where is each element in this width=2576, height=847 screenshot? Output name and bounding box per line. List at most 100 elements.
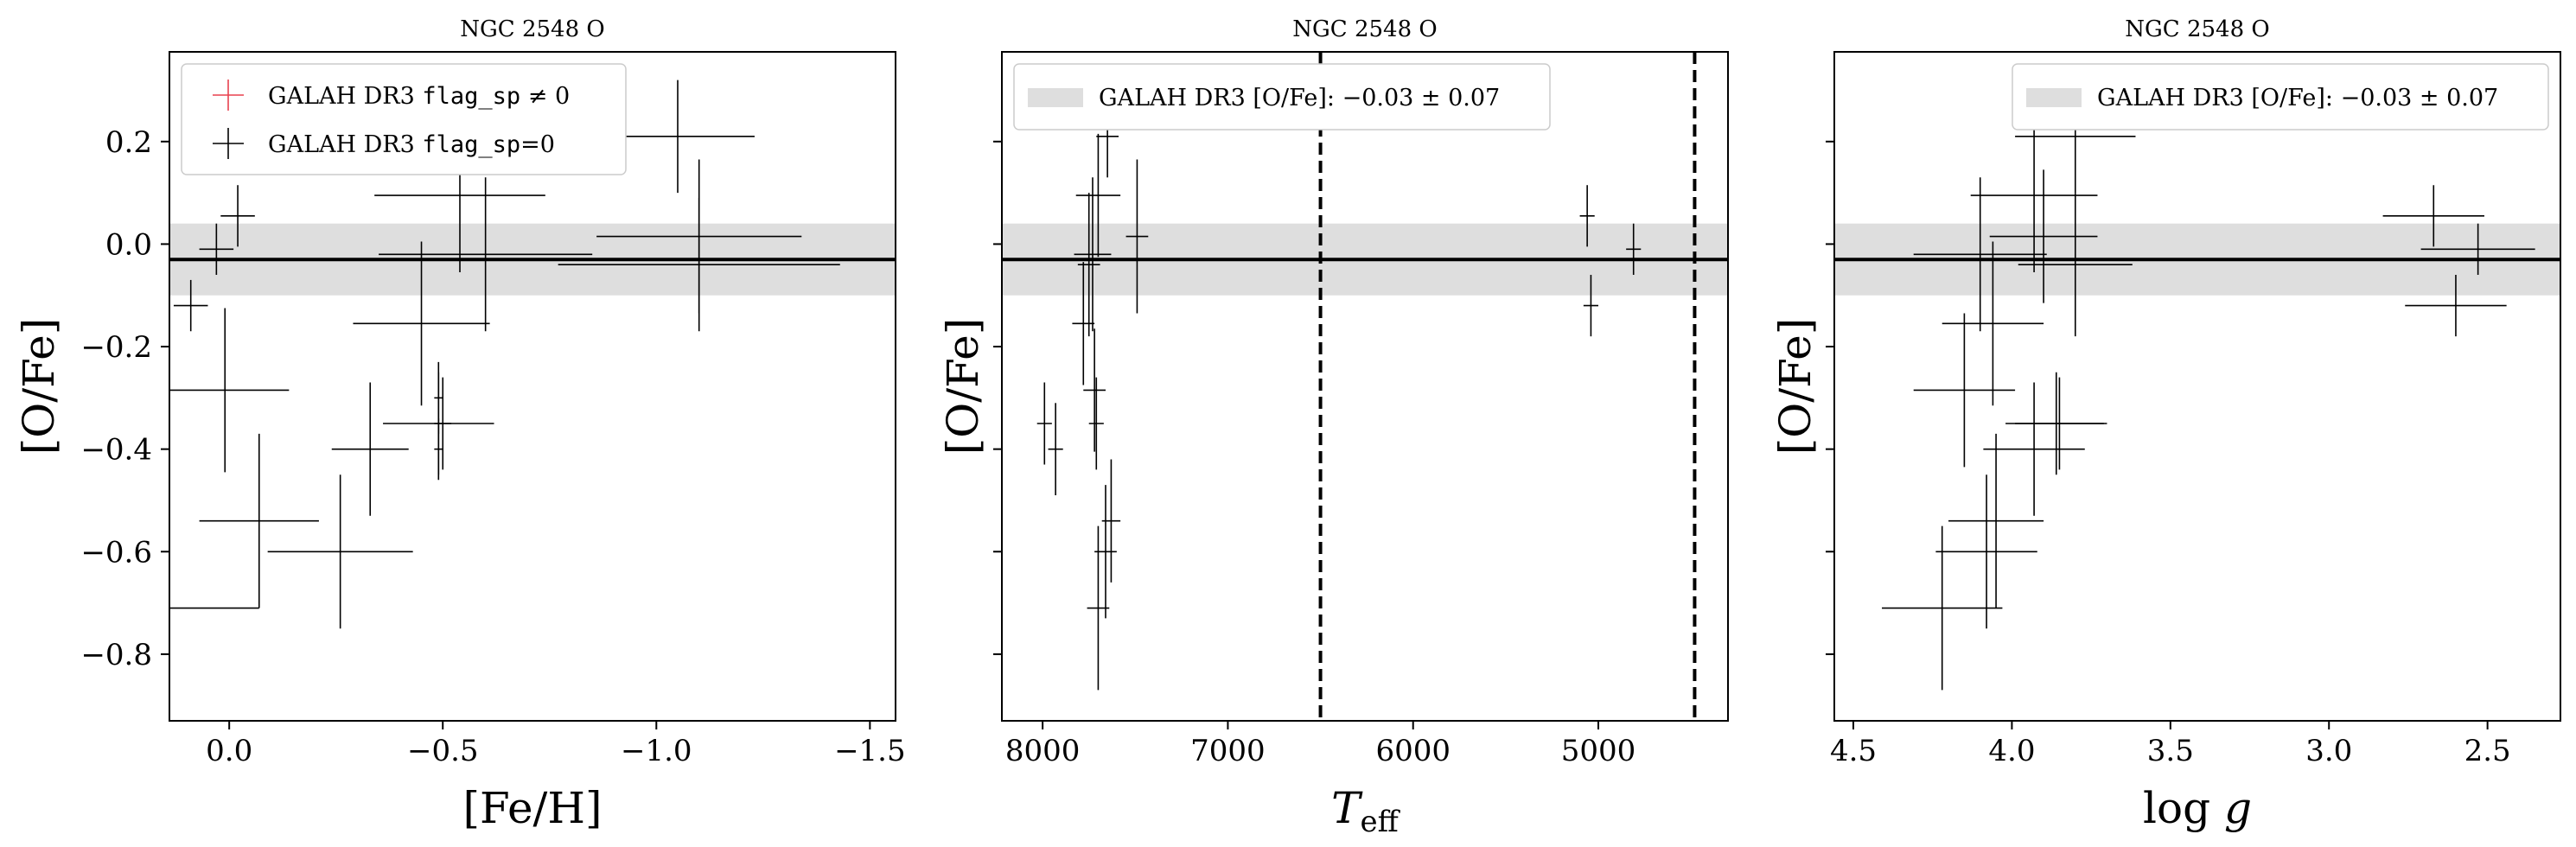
x-tick-label: 3.5	[2147, 734, 2194, 768]
data-point	[2015, 377, 2104, 470]
data-point	[1882, 525, 2003, 691]
data-point	[267, 474, 413, 629]
x-tick-label: 2.5	[2464, 734, 2511, 768]
data-point	[2018, 193, 2133, 337]
data-point	[1036, 382, 1052, 465]
x-tick-label: −0.5	[407, 734, 479, 768]
axes-frame	[1001, 51, 1729, 722]
legend-suffix: ≠ 0	[520, 83, 570, 110]
data-point	[2420, 223, 2535, 275]
panel-1: 0.0 −0.5 −1.0 −1.5 0.2 0.0 −0.2 −0.4 −0.6 −0.8 NGC…	[14, 16, 906, 833]
data-point	[169, 308, 290, 473]
data-point	[1072, 262, 1095, 385]
data-point	[1088, 377, 1104, 470]
data-point	[169, 525, 259, 691]
x-tick-label: −1.5	[834, 734, 906, 768]
data-point	[1970, 118, 2098, 273]
plot-area	[169, 80, 896, 691]
x-label-subscript: eff	[1361, 805, 1401, 839]
y-axis-label: [O/Fe]	[1770, 318, 1820, 455]
legend-text: GALAH DR3 [O/Fe]:	[1099, 85, 1342, 111]
y-tick-label: −0.4	[80, 433, 152, 468]
plot-area	[1002, 52, 1728, 721]
data-point	[1579, 185, 1595, 247]
y-tick-label: 0.0	[105, 227, 152, 262]
x-tick-label: 6000	[1375, 734, 1451, 768]
panel-2: 8000 7000 6000 5000 NGC 2548 O Teff [O/Fe] GALA…	[938, 16, 1729, 839]
y-axis-label: [O/Fe]	[938, 318, 988, 455]
data-point	[1989, 169, 2098, 303]
x-tick-label: 3.0	[2305, 734, 2352, 768]
legend-marker	[213, 80, 244, 111]
data-point	[1942, 241, 2044, 406]
legend-patch	[2026, 88, 2082, 107]
data-point	[199, 433, 319, 608]
legend-label: GALAH DR3 flag_sp ≠ 0	[268, 83, 570, 110]
axes-frame	[169, 51, 896, 722]
legend-code: flag_sp	[422, 83, 520, 110]
legend-value: −0.03 ± 0.07	[1342, 85, 1501, 111]
data-point	[220, 185, 255, 247]
legend-label: GALAH DR3 [O/Fe]: −0.03 ± 0.07	[2097, 85, 2498, 111]
legend-code: flag_sp	[422, 131, 520, 158]
series-1	[1882, 80, 2535, 691]
legend-text: GALAH DR3 [O/Fe]:	[2097, 85, 2341, 111]
series-1	[1036, 95, 1642, 691]
data-point	[2405, 275, 2507, 337]
x-label-main: T	[1331, 783, 1363, 833]
legend-text: GALAH DR3	[268, 131, 422, 158]
data-point	[1948, 433, 2044, 608]
data-point	[199, 223, 234, 275]
data-point	[1935, 474, 2037, 629]
data-point	[434, 418, 443, 481]
data-point	[173, 279, 208, 332]
x-tick-label: 8000	[1005, 734, 1081, 768]
data-point	[1048, 403, 1063, 496]
data-point	[1913, 177, 2047, 332]
x-tick-label: 5000	[1561, 734, 1636, 768]
legend: GALAH DR3 [O/Fe]: −0.03 ± 0.07	[2012, 63, 2549, 131]
panel-title: NGC 2548 O	[1292, 16, 1437, 42]
data-point	[1125, 159, 1149, 314]
y-tick-label: 0.2	[105, 125, 152, 160]
data-point	[1583, 275, 1598, 337]
legend-box	[181, 63, 627, 175]
legend-patch	[1028, 88, 1083, 107]
y-axis-label: [O/Fe]	[14, 318, 64, 455]
panel-title: NGC 2548 O	[2125, 16, 2269, 42]
x-tick-label: 7000	[1190, 734, 1266, 768]
legend-box	[2012, 63, 2549, 131]
legend-value: −0.03 ± 0.07	[2341, 85, 2499, 111]
legend-label: GALAH DR3 flag_sp=0	[268, 131, 555, 158]
legend-text: GALAH DR3	[268, 83, 422, 110]
data-point	[1077, 193, 1100, 337]
data-point	[353, 241, 490, 406]
x-tick-label: 4.5	[1830, 734, 1877, 768]
data-point	[558, 198, 840, 332]
panel-title: NGC 2548 O	[460, 16, 604, 42]
y-tick-label: −0.2	[80, 330, 152, 365]
x-axis-label: Teff	[1331, 783, 1400, 839]
legend-marker	[213, 128, 244, 159]
legend-suffix: =0	[520, 131, 555, 158]
y-tick-label: −0.8	[80, 638, 152, 672]
legend: GALAH DR3 [O/Fe]: −0.03 ± 0.07	[1013, 63, 1551, 131]
data-point	[379, 177, 593, 332]
series-1	[169, 80, 840, 691]
y-tick-label: −0.6	[80, 535, 152, 570]
x-tick-label: 4.0	[1988, 734, 2035, 768]
x-tick-label: −1.0	[621, 734, 692, 768]
data-point	[1074, 177, 1112, 332]
legend-box	[1013, 63, 1551, 131]
data-point	[1913, 313, 2016, 468]
x-axis-label: [Fe/H]	[462, 783, 602, 833]
x-axis-label: log g	[2143, 783, 2252, 833]
data-point	[1087, 525, 1110, 691]
legend-label: GALAH DR3 [O/Fe]: −0.03 ± 0.07	[1099, 85, 1500, 111]
x-tick-label: 0.0	[206, 734, 252, 768]
data-point	[1075, 133, 1121, 258]
x-label-g: g	[2224, 783, 2252, 833]
axes-frame	[1833, 51, 2561, 722]
